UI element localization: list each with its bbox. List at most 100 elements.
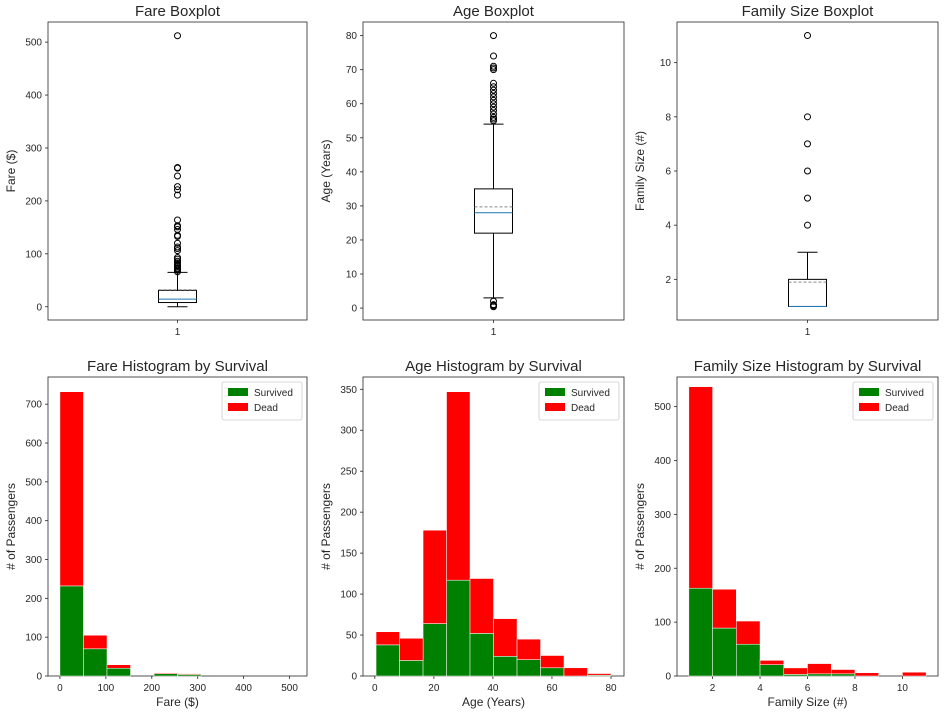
bar-survived [83,648,108,677]
outlier-point [490,110,497,118]
y-tick-label: 8 [665,112,671,123]
subplot-4: Fare Histogram by Survival # of Passenger… [4,358,308,709]
y-tick-label: 400 [25,516,42,527]
subplot-1: Fare Boxplot Fare ($) 0 100 200 300 400 500 1 [4,3,308,338]
legend-swatch-survived [545,388,565,396]
bar-dead [375,631,400,646]
outlier-point [804,167,811,175]
x-tick-label: 100 [98,683,115,694]
outlier-point [174,183,181,191]
legend-swatch-dead [228,403,248,411]
y-tick-label: 100 [25,633,42,644]
x-tick-label: 0 [372,683,378,694]
outlier-point [174,247,181,255]
box [788,278,827,307]
legend-swatch-survived [228,388,248,396]
outlier-point [490,107,497,115]
outlier-point [490,297,497,305]
bar-dead [807,663,832,675]
bar-dead [83,634,108,650]
outlier-point [174,32,181,40]
x-tick-label: 6 [805,683,811,694]
legend-label-survived: Survived [254,388,293,399]
y-tick-label: 250 [340,467,357,478]
x-tick-label: 2 [710,683,716,694]
bar-dead [106,664,131,669]
outlier-point [804,32,811,40]
subplot-5: Age Histogram by Survival # of Passengers… [319,358,625,709]
outlier-point [490,83,497,91]
y-tick-label: 300 [25,555,42,566]
y-tick-label: 20 [346,235,358,246]
outlier-point [174,225,181,233]
x-tick-label: 80 [605,683,617,694]
bar-dead [177,673,202,675]
legend-swatch-dead [545,403,565,411]
x-tick-label: 200 [143,683,160,694]
legend-label-dead: Dead [885,403,909,414]
y-tick-label: 100 [25,249,42,260]
outlier-point [490,86,497,94]
bar-dead [830,669,856,675]
y-tick-label: 200 [25,594,42,605]
bar-survived [736,643,761,677]
bar-dead [493,618,518,657]
x-tick-label: 8 [852,683,858,694]
chart-title: Family Size Boxplot [742,3,875,20]
y-tick-label: 30 [346,201,358,212]
outlier-point [490,90,497,98]
chart-title: Family Size Histogram by Survival [694,358,922,375]
bar-dead [783,667,808,675]
bar-survived [469,633,494,677]
bar-dead [902,671,927,677]
bar-dead [854,672,879,677]
outlier-point [174,239,181,247]
y-tick-label: 60 [346,99,358,110]
x-tick-label: 500 [281,683,298,694]
y-tick-label: 200 [654,564,671,575]
chart-title: Age Histogram by Survival [405,358,582,375]
x-axis-label: Family Size (#) [767,695,847,709]
bar-dead [712,589,737,629]
box [158,289,197,304]
outlier-point [174,216,181,224]
outlier-point [174,191,181,199]
bar-survived [493,656,518,677]
bar-dead [688,386,713,589]
y-tick-label: 150 [340,549,357,560]
x-tick-label: 10 [897,683,909,694]
outlier-point [804,140,811,148]
y-tick-label: 300 [654,510,671,521]
legend-swatch-survived [859,388,879,396]
y-axis-label: Age (Years) [319,140,333,203]
y-tick-label: 300 [340,426,357,437]
y-tick-label: 0 [351,304,357,315]
x-tick-label: 1 [491,327,497,338]
bar-dead [59,391,84,587]
y-tick-label: 600 [25,439,42,450]
y-axis-label: # of Passengers [633,483,647,570]
y-tick-label: 50 [346,133,358,144]
y-tick-label: 400 [25,91,42,102]
outlier-point [174,164,181,172]
x-axis-label: Age (Years) [462,695,525,709]
y-tick-label: 80 [346,31,358,42]
axes-frame [47,376,308,677]
outlier-point [174,257,181,265]
y-tick-label: 350 [340,385,357,396]
legend: Survived Dead [221,381,303,421]
y-tick-label: 4 [665,221,671,232]
y-tick-label: 500 [25,477,42,488]
y-tick-label: 70 [346,65,358,76]
y-tick-label: 0 [351,672,357,683]
y-tick-label: 10 [660,58,672,69]
y-tick-label: 50 [346,631,358,642]
y-tick-label: 300 [25,143,42,154]
y-tick-label: 2 [665,275,671,286]
outlier-point [804,221,811,229]
bar-survived [106,667,131,677]
y-tick-label: 0 [36,302,42,313]
x-tick-label: 1 [175,327,181,338]
x-tick-label: 60 [546,683,558,694]
outlier-point [490,301,497,309]
